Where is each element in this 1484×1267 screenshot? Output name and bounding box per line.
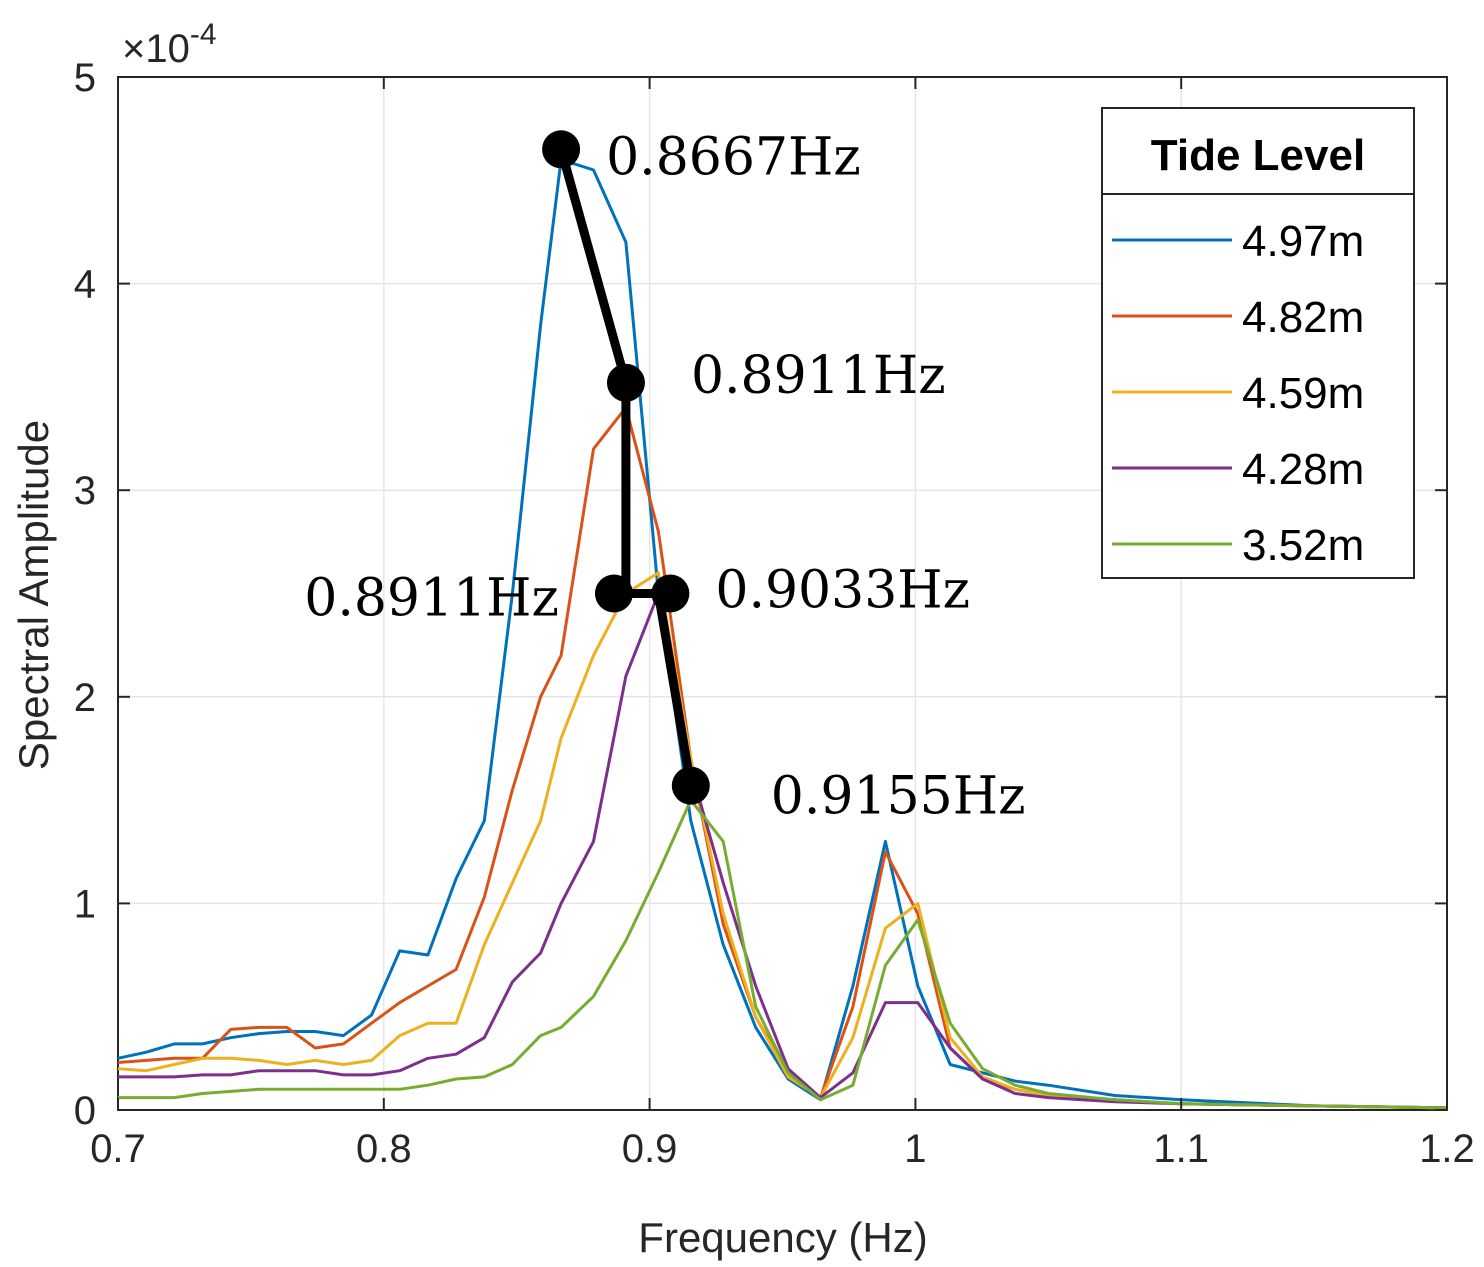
y-multiplier-base: ×10 (122, 27, 190, 71)
legend-label: 4.28m (1242, 445, 1364, 494)
series-line-3.52m (118, 798, 1448, 1110)
y-axis-label: Spectral Amplitude (10, 420, 57, 770)
legend-label: 4.59m (1242, 369, 1364, 418)
peak-label: 0.8911Hz (304, 569, 559, 629)
peak-label: 0.8667Hz (606, 127, 861, 187)
x-axis-label: Frequency (Hz) (638, 1214, 927, 1261)
y-multiplier-exponent: -4 (190, 18, 217, 51)
y-tick-label: 4 (74, 263, 96, 307)
series-line-4.28m (118, 592, 1448, 1110)
series-line-4.59m (117, 571, 1448, 1110)
legend-label: 4.82m (1242, 293, 1364, 342)
y-tick-label: 2 (74, 676, 96, 720)
peak-marker (594, 574, 633, 613)
y-axis-multiplier: ×10-4 (122, 18, 217, 71)
axis-ticks: 0.7 0.8 0.9 1 1.1 1.2 0 1 2 3 4 5 (74, 56, 1475, 1171)
peak-label: 0.9155Hz (771, 767, 1026, 827)
series-line-4.97m (117, 158, 1448, 1110)
y-tick-label: 3 (74, 469, 96, 513)
y-tick-label: 1 (74, 882, 96, 926)
legend-label: 3.52m (1242, 521, 1364, 570)
legend-box (1101, 107, 1415, 579)
x-tick-label: 1 (904, 1127, 926, 1171)
series-lines (117, 158, 1448, 1110)
peak-marker (542, 130, 581, 169)
x-tick-label: 1.2 (1419, 1127, 1475, 1171)
x-tick-label: 1.1 (1153, 1127, 1209, 1171)
peak-marker (671, 766, 710, 805)
peak-label: 0.9033Hz (715, 561, 970, 621)
peak-marker (651, 574, 690, 613)
legend-items: 4.97m 4.82m 4.59m 4.28m 3.52m (1112, 217, 1364, 570)
x-tick-label: 0.9 (622, 1127, 678, 1171)
peak-marker (606, 363, 645, 402)
legend: Tide Level 4.97m 4.82m 4.59m 4.28m 3.52m (1101, 107, 1415, 579)
legend-label: 4.97m (1242, 217, 1364, 266)
plot-area-frame (117, 76, 1448, 1111)
y-tick-label: 0 (74, 1089, 96, 1133)
y-tick-label: 5 (74, 56, 96, 100)
legend-title: Tide Level (1151, 131, 1365, 180)
x-tick-label: 0.7 (90, 1127, 146, 1171)
peak-label: 0.8911Hz (691, 346, 946, 406)
x-tick-label: 0.8 (356, 1127, 412, 1171)
peak-track: 0.8667Hz 0.8911Hz 0.8911Hz 0.9033Hz 0.9155Hz (304, 127, 1025, 826)
